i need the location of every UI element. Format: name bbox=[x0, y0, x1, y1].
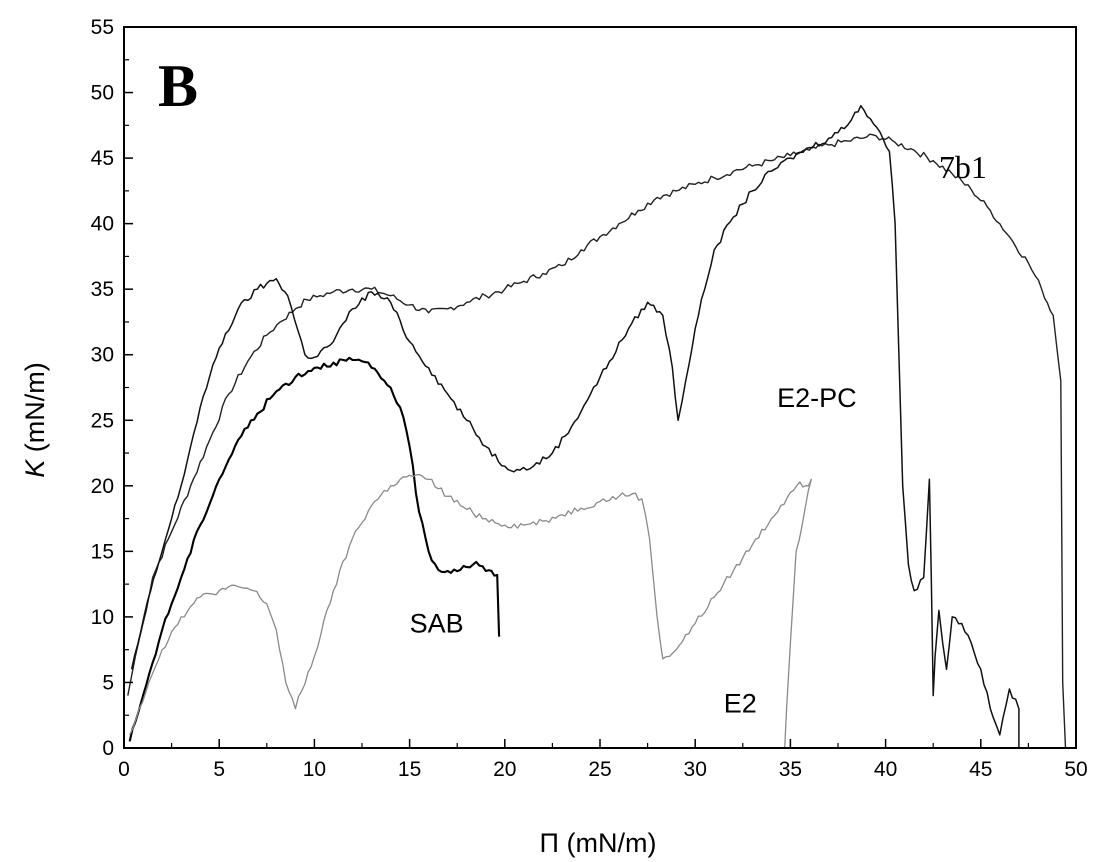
x-tick-label: 50 bbox=[1064, 758, 1087, 781]
x-tick-label: 5 bbox=[213, 758, 225, 781]
y-tick-label: 55 bbox=[91, 16, 114, 39]
x-tick-label: 30 bbox=[684, 758, 707, 781]
series-label-e2: E2 bbox=[724, 689, 757, 719]
y-tick-label: 5 bbox=[102, 671, 114, 694]
x-axis-title: Π (mN/m) bbox=[540, 828, 657, 858]
y-axis-title: K (mN/m) bbox=[20, 362, 50, 477]
y-axis-title-symbol: K bbox=[20, 459, 50, 478]
y-tick-label: 10 bbox=[91, 606, 114, 629]
plot-frame bbox=[123, 26, 1077, 749]
y-tick-label: 0 bbox=[102, 737, 114, 760]
y-axis-ticks: 0 5 10 15 20 25 30 35 40 45 50 55 bbox=[91, 16, 133, 760]
y-tick-label: 20 bbox=[91, 475, 114, 498]
annotation-layer: 7b1 E2-PC SAB E2 bbox=[410, 149, 987, 719]
x-tick-label: 15 bbox=[398, 758, 421, 781]
y-tick-label: 45 bbox=[91, 147, 114, 170]
y-tick-label: 50 bbox=[91, 82, 114, 105]
x-tick-label: 40 bbox=[874, 758, 897, 781]
series-label-7b1: 7b1 bbox=[939, 149, 987, 185]
series-label-e2-pc: E2-PC bbox=[777, 383, 857, 413]
y-tick-label: 15 bbox=[91, 540, 114, 563]
x-tick-label: 35 bbox=[779, 758, 802, 781]
y-tick-label: 35 bbox=[91, 278, 114, 301]
y-tick-label: 25 bbox=[91, 409, 114, 432]
series-line-7b1 bbox=[127, 133, 1067, 749]
x-tick-label: 20 bbox=[493, 758, 516, 781]
series-line-sab bbox=[128, 356, 501, 742]
series-line-e2-pc bbox=[130, 104, 1020, 748]
series-line-e2 bbox=[129, 473, 812, 749]
y-tick-label: 30 bbox=[91, 344, 114, 367]
x-tick-label: 0 bbox=[118, 758, 130, 781]
y-tick-label: 40 bbox=[91, 213, 114, 236]
y-axis-title-unit: (mN/m) bbox=[20, 362, 50, 459]
series-layer bbox=[127, 104, 1067, 749]
series-label-sab: SAB bbox=[410, 609, 464, 639]
panel-label: B bbox=[158, 53, 198, 119]
x-axis-ticks: 0 5 10 15 20 25 30 35 40 45 50 bbox=[118, 739, 1088, 781]
x-tick-label: 45 bbox=[969, 758, 992, 781]
x-tick-label: 25 bbox=[588, 758, 611, 781]
x-tick-label: 10 bbox=[303, 758, 326, 781]
